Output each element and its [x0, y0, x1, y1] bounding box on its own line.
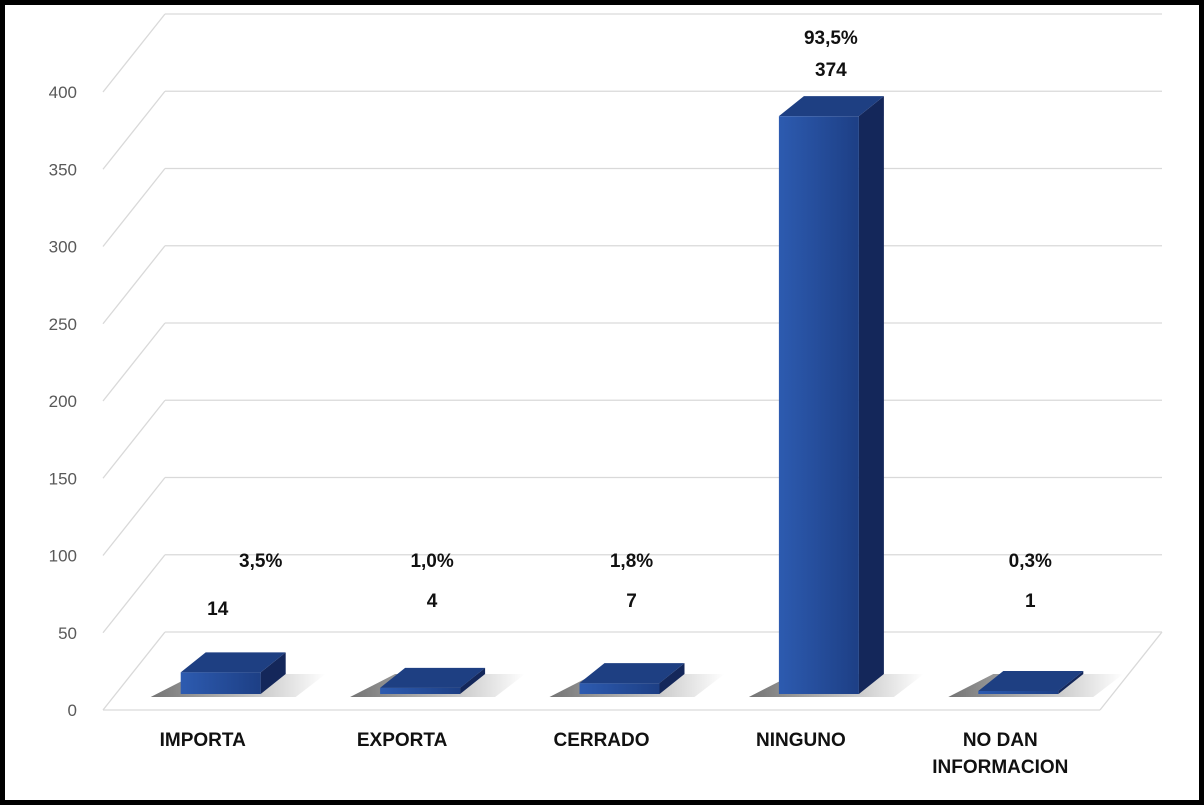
value-label: 7	[626, 591, 637, 612]
gridline-side	[102, 245, 166, 325]
gridline-side	[102, 554, 166, 634]
bars	[150, 96, 1124, 697]
data-labels: 3,5% 14 1,0% 4 1,8% 7 93,5% 374 0,3% 1	[207, 28, 1052, 620]
bar	[579, 683, 660, 694]
floor-edge-right	[1099, 631, 1163, 711]
bar-chart: 0 50 100 150 200 250 300 350 400 3,5% 14 1,0% 4 1,8%…	[49, 13, 1163, 778]
value-label: 374	[815, 60, 847, 81]
percent-label: 3,5%	[239, 551, 282, 572]
bar	[380, 687, 461, 694]
bar	[978, 691, 1059, 694]
category-label: NO DAN	[963, 730, 1038, 751]
category-label: CERRADO	[553, 730, 649, 751]
value-label: 14	[207, 599, 229, 620]
y-tick-label: 300	[49, 238, 77, 257]
value-label: 4	[427, 591, 438, 612]
percent-label: 93,5%	[804, 28, 858, 49]
bar-top	[180, 652, 286, 673]
y-tick-label: 350	[49, 160, 77, 179]
y-tick-label: 400	[49, 83, 77, 102]
y-tick-label: 200	[49, 392, 77, 411]
category-label: INFORMACION	[932, 757, 1068, 778]
bar-top	[978, 671, 1084, 691]
value-label: 1	[1025, 591, 1036, 612]
percent-label: 1,8%	[610, 551, 653, 572]
bar	[180, 672, 261, 694]
bar-top	[380, 667, 486, 688]
gridline-side	[102, 399, 166, 479]
x-axis: IMPORTA EXPORTA CERRADO NINGUNO NO DAN INFORM…	[160, 730, 1069, 778]
gridline-side	[102, 168, 166, 247]
y-tick-label: 250	[49, 315, 77, 334]
gridline-side	[102, 90, 166, 170]
category-label: EXPORTA	[357, 730, 448, 751]
bar-side	[1058, 671, 1084, 694]
bar-side	[659, 663, 685, 694]
gridline-side	[102, 13, 166, 93]
category-label: NINGUNO	[756, 730, 846, 751]
gridline-side	[102, 322, 166, 402]
y-tick-label: 0	[68, 701, 77, 720]
category-label: IMPORTA	[160, 730, 246, 751]
bar-side	[460, 667, 486, 694]
gridlines	[102, 13, 1163, 711]
bar-top	[778, 96, 884, 117]
bar-side	[858, 96, 884, 695]
percent-label: 0,3%	[1009, 551, 1052, 572]
bar-side	[260, 652, 286, 694]
y-tick-label: 150	[49, 469, 77, 488]
y-tick-label: 100	[49, 547, 77, 566]
y-axis: 0 50 100 150 200 250 300 350 400	[49, 83, 77, 720]
bar-top	[579, 663, 685, 684]
gridline-side	[102, 477, 166, 556]
y-tick-label: 50	[58, 624, 77, 643]
percent-label: 1,0%	[410, 551, 453, 572]
gridline-side	[102, 631, 166, 711]
bar	[778, 116, 859, 695]
